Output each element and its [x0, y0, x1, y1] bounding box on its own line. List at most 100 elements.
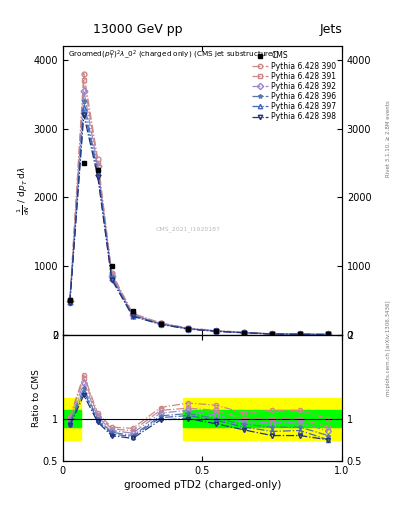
Pythia 6.428 396 [242, 330, 247, 336]
Pythia 6.428 398 [326, 331, 331, 337]
Pythia 6.428 390 [81, 71, 86, 77]
Pythia 6.428 392 [326, 331, 331, 337]
Pythia 6.428 397 [109, 275, 114, 281]
Pythia 6.428 397 [68, 299, 72, 305]
Pythia 6.428 392 [81, 88, 86, 94]
Pythia 6.428 391 [186, 325, 191, 331]
CMS [214, 328, 219, 334]
Pythia 6.428 397 [270, 331, 275, 337]
CMS [326, 331, 331, 337]
Line: Pythia 6.428 390: Pythia 6.428 390 [68, 71, 331, 337]
Pythia 6.428 397 [81, 105, 86, 111]
Pythia 6.428 397 [298, 331, 303, 337]
Pythia 6.428 397 [326, 331, 331, 337]
Pythia 6.428 396 [214, 328, 219, 334]
Pythia 6.428 397 [130, 313, 135, 319]
Pythia 6.428 392 [109, 272, 114, 279]
Pythia 6.428 391 [270, 331, 275, 337]
CMS [186, 326, 191, 332]
Pythia 6.428 398 [68, 300, 72, 306]
X-axis label: groomed pTD2 (charged-only): groomed pTD2 (charged-only) [124, 480, 281, 490]
Pythia 6.428 398 [81, 112, 86, 118]
Bar [63, 410, 81, 427]
Pythia 6.428 397 [95, 170, 100, 176]
Pythia 6.428 391 [326, 331, 331, 337]
Pythia 6.428 396 [81, 98, 86, 104]
Pythia 6.428 392 [270, 331, 275, 337]
Pythia 6.428 397 [186, 326, 191, 332]
Y-axis label: $\frac{1}{\mathrm{d}N}$ / $\mathrm{d}p_{T}$ $\mathrm{d}\lambda$: $\frac{1}{\mathrm{d}N}$ / $\mathrm{d}p_{… [15, 166, 32, 215]
Pythia 6.428 391 [81, 77, 86, 83]
Pythia 6.428 396 [68, 298, 72, 305]
Line: Pythia 6.428 391: Pythia 6.428 391 [68, 78, 331, 337]
Pythia 6.428 392 [68, 298, 72, 304]
Pythia 6.428 390 [109, 270, 114, 276]
CMS [68, 297, 72, 303]
Pythia 6.428 397 [158, 321, 163, 327]
Text: Jets: Jets [319, 23, 342, 36]
Pythia 6.428 398 [95, 174, 100, 180]
CMS [158, 321, 163, 327]
CMS [298, 331, 303, 337]
Pythia 6.428 390 [326, 331, 331, 337]
Pythia 6.428 392 [130, 312, 135, 318]
Pythia 6.428 390 [68, 296, 72, 303]
Pythia 6.428 391 [109, 271, 114, 277]
Pythia 6.428 392 [214, 328, 219, 334]
Pythia 6.428 396 [109, 274, 114, 280]
Pythia 6.428 396 [95, 168, 100, 174]
Pythia 6.428 398 [242, 330, 247, 336]
Pythia 6.428 390 [130, 310, 135, 316]
Pythia 6.428 391 [95, 160, 100, 166]
Pythia 6.428 398 [130, 313, 135, 319]
Pythia 6.428 390 [158, 320, 163, 326]
Text: CMS_2021_I1920187: CMS_2021_I1920187 [156, 227, 221, 232]
CMS [270, 331, 275, 337]
Pythia 6.428 396 [326, 331, 331, 337]
Pythia 6.428 391 [242, 329, 247, 335]
Legend: CMS, Pythia 6.428 390, Pythia 6.428 391, Pythia 6.428 392, Pythia 6.428 396, Pyt: CMS, Pythia 6.428 390, Pythia 6.428 391,… [250, 50, 338, 123]
CMS [109, 263, 114, 269]
Pythia 6.428 396 [298, 331, 303, 337]
Line: Pythia 6.428 392: Pythia 6.428 392 [68, 88, 331, 337]
Pythia 6.428 390 [214, 328, 219, 334]
Y-axis label: Ratio to CMS: Ratio to CMS [32, 369, 41, 426]
CMS [130, 308, 135, 314]
Pythia 6.428 390 [270, 331, 275, 337]
Pythia 6.428 391 [298, 331, 303, 337]
Pythia 6.428 398 [270, 331, 275, 337]
Pythia 6.428 398 [214, 328, 219, 334]
Pythia 6.428 398 [158, 322, 163, 328]
Line: CMS: CMS [68, 160, 331, 337]
Bar [63, 398, 81, 440]
Bar [183, 398, 342, 440]
Line: Pythia 6.428 398: Pythia 6.428 398 [68, 112, 331, 337]
Text: Groomed$(p_T^D)^2\lambda\_0^2$ (charged only) (CMS jet substructure): Groomed$(p_T^D)^2\lambda\_0^2$ (charged … [68, 49, 277, 62]
Pythia 6.428 390 [186, 325, 191, 331]
CMS [95, 166, 100, 173]
Pythia 6.428 391 [68, 297, 72, 303]
Pythia 6.428 392 [298, 331, 303, 337]
Pythia 6.428 392 [158, 321, 163, 327]
Text: mcplots.cern.ch [arXiv:1306.3436]: mcplots.cern.ch [arXiv:1306.3436] [386, 301, 391, 396]
Text: Rivet 3.1.10, ≥ 2.8M events: Rivet 3.1.10, ≥ 2.8M events [386, 100, 391, 177]
Pythia 6.428 397 [214, 328, 219, 334]
CMS [81, 160, 86, 166]
Pythia 6.428 390 [242, 329, 247, 335]
Pythia 6.428 398 [186, 326, 191, 332]
Pythia 6.428 396 [130, 312, 135, 318]
Line: Pythia 6.428 397: Pythia 6.428 397 [68, 105, 331, 337]
Pythia 6.428 396 [186, 326, 191, 332]
Pythia 6.428 392 [95, 163, 100, 169]
Pythia 6.428 396 [270, 331, 275, 337]
Pythia 6.428 396 [158, 321, 163, 327]
Pythia 6.428 390 [298, 331, 303, 337]
Pythia 6.428 390 [95, 156, 100, 162]
Pythia 6.428 398 [109, 276, 114, 283]
Pythia 6.428 391 [130, 311, 135, 317]
Text: 13000 GeV pp: 13000 GeV pp [93, 23, 182, 36]
Bar [183, 410, 342, 427]
Pythia 6.428 391 [214, 328, 219, 334]
CMS [242, 329, 247, 335]
Pythia 6.428 392 [186, 326, 191, 332]
